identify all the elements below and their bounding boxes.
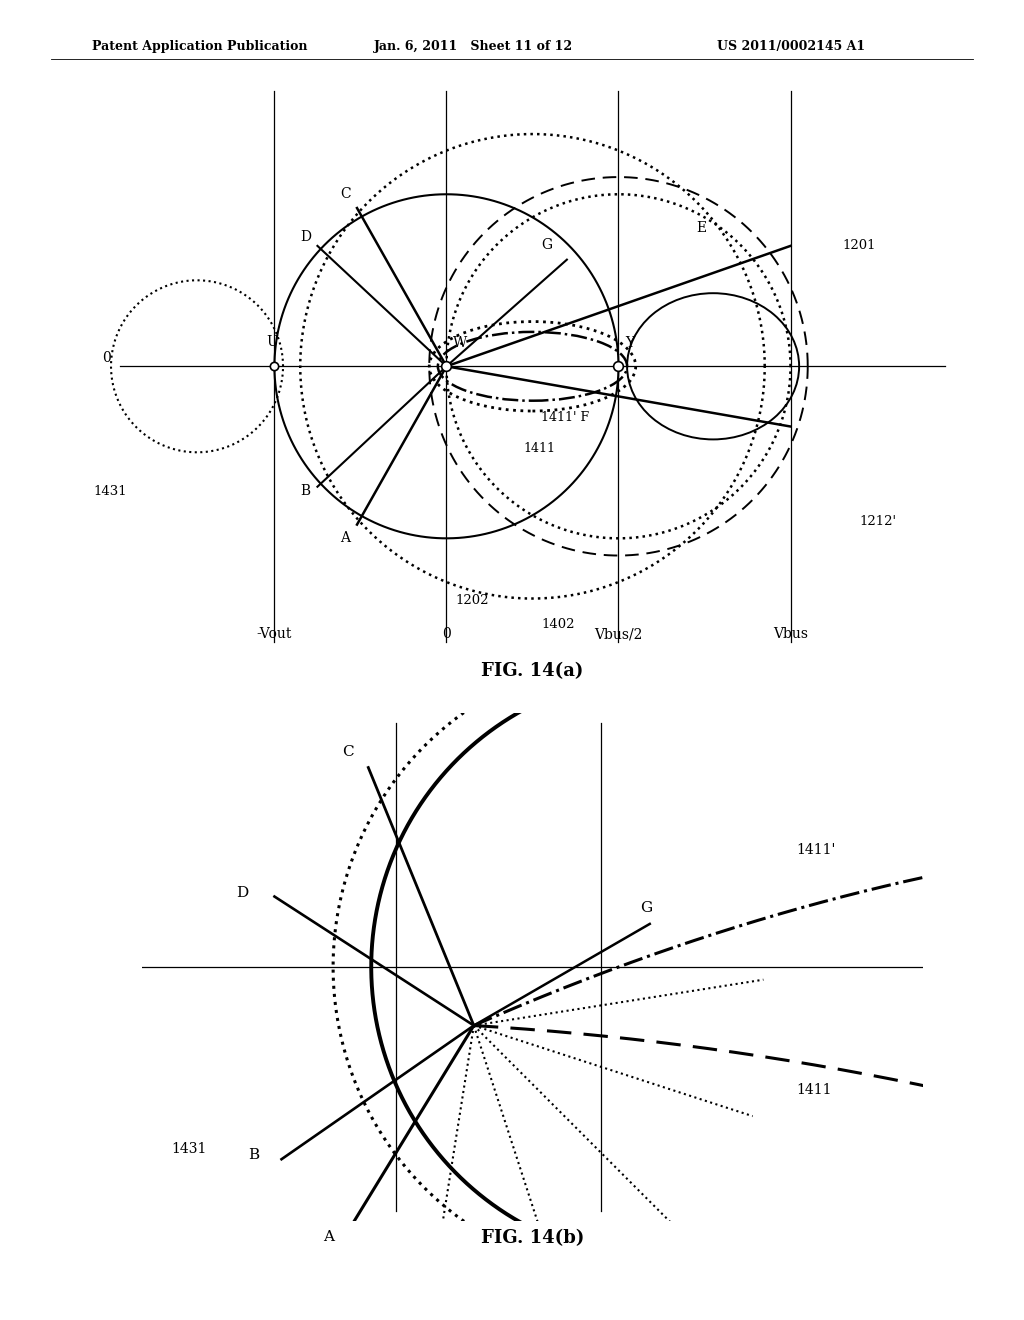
Text: FIG. 14(a): FIG. 14(a)	[481, 661, 584, 680]
Text: U: U	[266, 335, 278, 348]
Text: Vbus/2: Vbus/2	[594, 627, 643, 642]
Text: A: A	[340, 531, 350, 545]
Text: E: E	[696, 222, 706, 235]
Text: B: B	[248, 1148, 259, 1162]
Text: 1411: 1411	[524, 442, 556, 455]
Text: Patent Application Publication: Patent Application Publication	[92, 40, 307, 53]
Text: B: B	[300, 484, 310, 499]
Text: C: C	[342, 744, 353, 759]
Text: 1411' F: 1411' F	[541, 412, 589, 424]
Text: D: D	[300, 230, 311, 244]
Text: G: G	[640, 902, 652, 915]
Text: 1201: 1201	[842, 239, 876, 252]
Text: FIG. 14(b): FIG. 14(b)	[481, 1229, 584, 1247]
Text: W: W	[454, 337, 468, 350]
Text: Vbus: Vbus	[773, 627, 808, 642]
Text: 1411': 1411'	[797, 842, 836, 857]
Text: A: A	[324, 1230, 335, 1245]
Text: 1431: 1431	[94, 486, 127, 499]
Text: 1431: 1431	[171, 1142, 206, 1155]
Text: 1411: 1411	[797, 1082, 831, 1097]
Text: 0: 0	[442, 627, 451, 642]
Text: 0: 0	[102, 351, 111, 364]
Text: US 2011/0002145 A1: US 2011/0002145 A1	[717, 40, 865, 53]
Text: G: G	[541, 239, 552, 252]
Text: D: D	[237, 886, 249, 899]
Text: Jan. 6, 2011   Sheet 11 of 12: Jan. 6, 2011 Sheet 11 of 12	[374, 40, 572, 53]
Text: -Vout: -Vout	[257, 627, 292, 642]
Text: C: C	[340, 186, 350, 201]
Text: 1202: 1202	[455, 594, 488, 607]
Text: 1402: 1402	[541, 618, 574, 631]
Text: Y: Y	[626, 337, 635, 350]
Text: 1212': 1212'	[859, 515, 896, 528]
